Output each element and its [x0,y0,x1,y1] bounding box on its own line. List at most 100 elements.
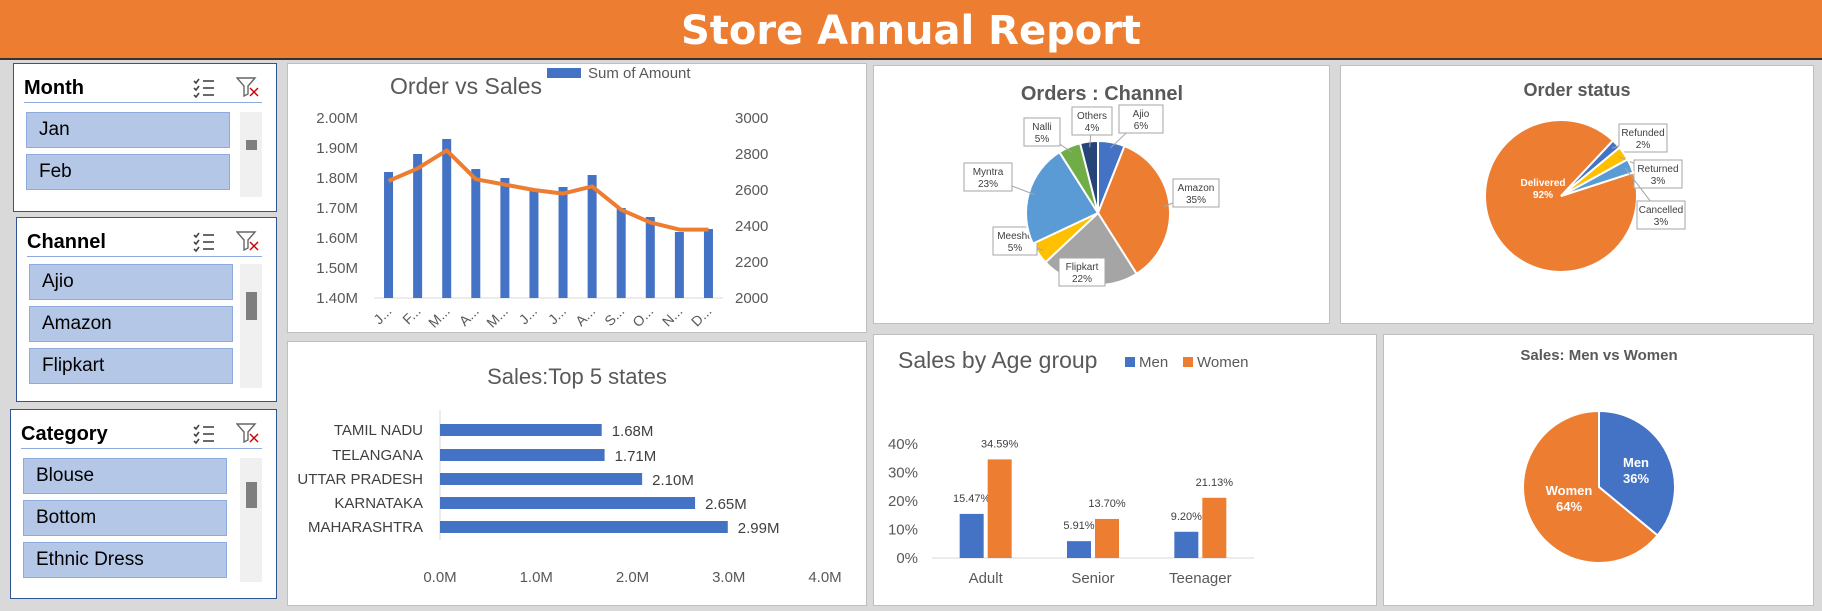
scrollbar-thumb[interactable] [246,482,257,508]
slicer-title: Month [24,77,84,99]
pie-slice[interactable] [1598,409,1676,537]
category-label: MAHARASHTRA [308,519,423,536]
y2-tick-label: 2200 [735,254,768,271]
x-tick-label: J... [545,303,570,328]
data-label: 34.59% [981,438,1019,450]
slice-pct: 36% [1623,471,1649,486]
x-tick-label: 3.0M [712,569,745,586]
age-group-panel[interactable]: Sales by Age group Men Women 0% 10% 20% 30% 40%… [873,334,1377,606]
scrollbar-thumb[interactable] [246,140,257,150]
bar[interactable] [384,172,394,298]
slicer-channel[interactable]: Channel Ajio Amazon Flipkart [16,217,277,402]
y-tick-label: 1.80M [316,170,358,187]
label-box [1058,257,1106,287]
slice-label: Returned [1637,164,1678,175]
bar[interactable] [987,459,1012,558]
order-vs-sales-panel[interactable]: Order vs Sales Sum of Amount 1.40M 1.50M 1.6… [287,63,867,333]
bar[interactable] [616,208,626,298]
x-tick-label: 0.0M [423,569,456,586]
slice-label: Men [1623,455,1649,470]
bar[interactable] [959,513,984,558]
bar[interactable] [645,217,655,298]
slice-pct: 3% [1651,176,1666,187]
slicer-item-ethnic-dress[interactable]: Ethnic Dress [23,542,227,578]
data-label: 15.47% [953,493,991,505]
bar[interactable] [440,473,643,485]
pie-slice[interactable] [1522,409,1659,564]
slice-pct: 5% [1035,134,1050,145]
bar[interactable] [442,139,452,298]
bar[interactable] [587,175,597,298]
slicer-title: Channel [27,231,106,253]
slicer-item-amazon[interactable]: Amazon [29,306,233,342]
bar[interactable] [471,169,481,298]
bar[interactable] [1067,541,1091,558]
legend-swatch [547,68,581,78]
series-line[interactable] [387,148,709,232]
bar[interactable] [413,154,423,298]
multi-select-icon[interactable] [192,230,216,253]
slicer-item-feb[interactable]: Feb [26,154,230,190]
bar[interactable] [440,497,696,509]
pie-slice[interactable] [1560,158,1635,197]
data-label: 1.71M [615,448,657,465]
y2-tick-label: 2800 [735,146,768,163]
scrollbar-thumb[interactable] [246,292,257,320]
data-label: 9.20% [1171,511,1202,523]
bar[interactable] [1095,518,1119,558]
slicer-item-bottom[interactable]: Bottom [23,500,227,536]
clear-filter-icon[interactable] [235,230,260,252]
orders-channel-panel[interactable]: Orders : Channel Ajio 6% Amazon 35% Flipkart 2… [873,65,1330,324]
label-box [1633,159,1683,189]
order-status-panel[interactable]: Order status Delivered 92% Refunded 2% Return… [1340,65,1814,324]
slicer-month[interactable]: Month Jan Feb [13,63,277,212]
label-box [1118,104,1164,134]
bar[interactable] [529,190,539,298]
multi-select-icon[interactable] [192,76,216,99]
slicer-scrollbar[interactable] [240,264,262,388]
bar[interactable] [440,424,602,436]
order-vs-sales-chart: Order vs Sales Sum of Amount 1.40M 1.50M 1.6… [316,65,768,331]
y-tick-label: 10% [888,522,918,539]
x-tick-label: S... [601,303,627,329]
y-tick-label: 0% [896,550,918,567]
data-label: 2.65M [705,496,747,513]
pie-slice[interactable] [1078,139,1099,214]
bar[interactable] [440,521,728,533]
bar[interactable] [440,449,605,461]
slice-label: Meesho [997,231,1033,242]
men-vs-women-panel[interactable]: Sales: Men vs Women Men 36% Women 64% [1383,334,1814,606]
clear-filter-icon[interactable] [235,76,260,98]
legend-label: Women [1197,354,1248,371]
x-tick-label: 4.0M [808,569,841,586]
bar[interactable] [500,178,510,298]
y-tick-label: 1.60M [316,230,358,247]
pie-slice[interactable] [1096,144,1171,276]
bar[interactable] [703,229,713,298]
clear-filter-icon[interactable] [235,422,260,444]
y-tick-label: 2.00M [316,110,358,127]
chart-title: Sales: Men vs Women [1520,347,1677,364]
bar[interactable] [674,232,684,298]
bar[interactable] [1202,497,1227,558]
slicer-item-jan[interactable]: Jan [26,112,230,148]
bar[interactable] [558,187,568,298]
slice-label: Others [1077,111,1107,122]
slicer-scrollbar[interactable] [240,112,262,197]
slice-label: Women [1546,483,1593,498]
y2-tick-label: 2000 [735,290,768,307]
slicer-item-ajio[interactable]: Ajio [29,264,233,300]
x-tick-label: J... [516,303,541,328]
label-box [963,162,1013,192]
category-label: TELANGANA [332,447,423,464]
multi-select-icon[interactable] [192,422,216,445]
slicer-item-flipkart[interactable]: Flipkart [29,348,233,384]
bar[interactable] [1174,531,1199,558]
slicer-item-blouse[interactable]: Blouse [23,458,227,494]
top5-states-panel[interactable]: Sales:Top 5 states TAMIL NADU 1.68M TELANGA… [287,341,867,606]
slicer-scrollbar[interactable] [240,458,262,582]
slicer-category[interactable]: Category Blouse Bottom Ethnic Dress [10,409,277,599]
category-label: KARNATAKA [334,495,423,512]
